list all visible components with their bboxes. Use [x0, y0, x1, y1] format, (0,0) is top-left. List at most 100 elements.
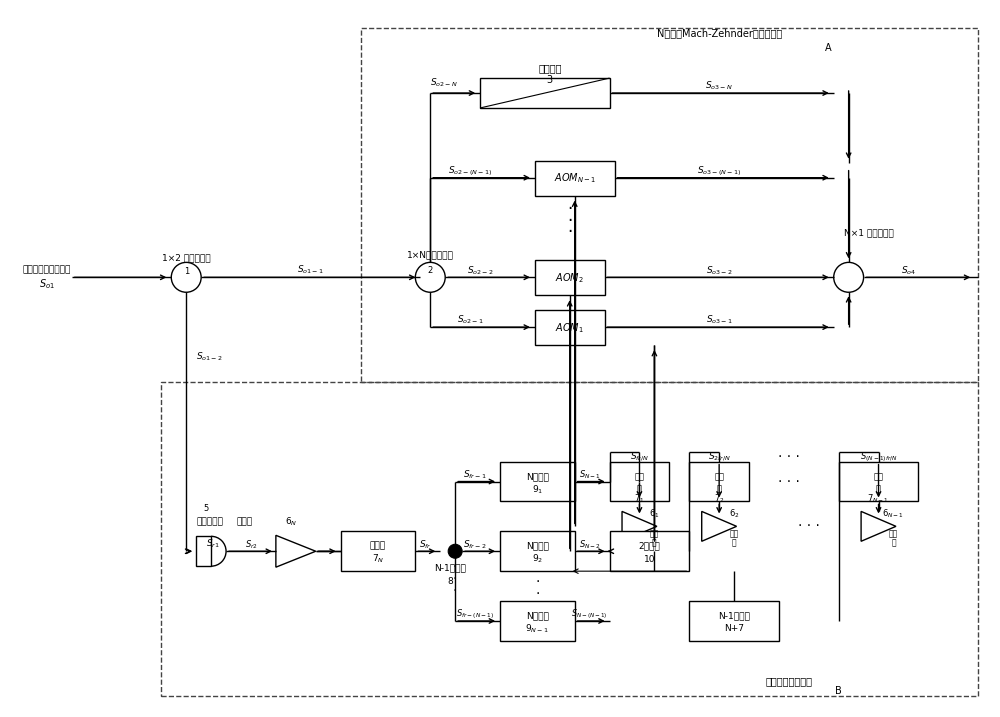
- Text: $AOM_{N-1}$: $AOM_{N-1}$: [554, 171, 596, 185]
- Text: ·: ·: [567, 199, 572, 217]
- Bar: [500, 462, 575, 501]
- Text: 器: 器: [891, 538, 896, 548]
- Text: 器: 器: [637, 484, 642, 493]
- Text: 器: 器: [652, 538, 657, 548]
- Polygon shape: [861, 511, 896, 541]
- Text: $S_{o2-(N-1)}$: $S_{o2-(N-1)}$: [448, 163, 492, 178]
- Text: 8: 8: [447, 576, 453, 586]
- Text: $S_{o2-1}$: $S_{o2-1}$: [457, 314, 484, 326]
- Text: ·: ·: [535, 575, 540, 589]
- Text: 1×N光纤耦合器: 1×N光纤耦合器: [407, 250, 454, 259]
- Text: 1×2 光纤耦合器: 1×2 光纤耦合器: [162, 253, 211, 262]
- Text: N×1 光纤耦合器: N×1 光纤耦合器: [844, 228, 893, 237]
- Text: $S_{fr-2}$: $S_{fr-2}$: [463, 538, 487, 551]
- Bar: [689, 601, 779, 641]
- Text: N+7: N+7: [724, 625, 744, 633]
- Text: $S_{o1-1}$: $S_{o1-1}$: [297, 263, 324, 275]
- Text: 5: 5: [204, 504, 209, 513]
- Text: $S_{o3-(N-1)}$: $S_{o3-(N-1)}$: [697, 163, 741, 178]
- Text: $S_{fr-1}$: $S_{fr-1}$: [463, 468, 487, 481]
- Bar: [480, 78, 610, 108]
- Text: 光学频率梳激光信号: 光学频率梳激光信号: [23, 265, 71, 274]
- Text: B: B: [835, 685, 842, 695]
- Bar: [361, 28, 978, 382]
- Text: $S_{o1-2}$: $S_{o1-2}$: [196, 351, 223, 364]
- Text: ·: ·: [567, 224, 572, 242]
- Text: $S_{(N-1)fr/N}$: $S_{(N-1)fr/N}$: [860, 450, 897, 463]
- Text: $S_{2fr/N}$: $S_{2fr/N}$: [708, 450, 731, 463]
- Bar: [500, 601, 575, 641]
- Text: $S_{fr}$: $S_{fr}$: [419, 538, 432, 551]
- Text: $S_{o4}$: $S_{o4}$: [901, 264, 916, 277]
- Text: 2倍频器: 2倍频器: [639, 542, 660, 551]
- Text: 器: 器: [876, 484, 881, 493]
- Text: 1: 1: [184, 267, 189, 276]
- Text: $S_{fr-(N-1)}$: $S_{fr-(N-1)}$: [456, 607, 494, 621]
- Text: A: A: [825, 43, 832, 53]
- Text: · · ·: · · ·: [798, 519, 820, 533]
- Text: $S_{N-(N-1)}$: $S_{N-(N-1)}$: [571, 607, 608, 621]
- Text: $6_1$: $6_1$: [649, 507, 660, 520]
- Text: 器: 器: [717, 484, 722, 493]
- Text: $S_{r1}$: $S_{r1}$: [206, 537, 220, 549]
- Text: $7_1$: $7_1$: [634, 492, 645, 505]
- Text: $S_{o2-2}$: $S_{o2-2}$: [467, 264, 493, 277]
- Text: $S_{o3-1}$: $S_{o3-1}$: [706, 314, 733, 326]
- Bar: [535, 310, 605, 345]
- Text: ·: ·: [453, 584, 457, 598]
- Bar: [535, 260, 605, 295]
- Circle shape: [448, 544, 462, 559]
- Text: $6_2$: $6_2$: [729, 507, 739, 520]
- Text: ·: ·: [453, 560, 457, 574]
- Circle shape: [171, 262, 201, 293]
- Text: N-1倍频器: N-1倍频器: [718, 612, 750, 620]
- Text: 2: 2: [428, 266, 433, 275]
- Text: $S_{fr/N}$: $S_{fr/N}$: [630, 450, 649, 463]
- Text: 放大: 放大: [729, 530, 739, 538]
- Text: 10: 10: [644, 555, 655, 564]
- Polygon shape: [702, 511, 737, 541]
- Text: 光衰减器: 光衰减器: [538, 63, 562, 73]
- Text: $S_{o3-2}$: $S_{o3-2}$: [706, 264, 733, 277]
- Text: $S_{r2}$: $S_{r2}$: [245, 538, 257, 551]
- Text: $S_{N-1}$: $S_{N-1}$: [579, 468, 601, 481]
- Text: 器: 器: [732, 538, 736, 548]
- Text: $S_{N-2}$: $S_{N-2}$: [579, 538, 601, 551]
- Text: $9_2$: $9_2$: [532, 553, 543, 566]
- Text: $9_1$: $9_1$: [532, 483, 543, 495]
- Text: 滤波: 滤波: [874, 472, 884, 481]
- Polygon shape: [622, 511, 657, 541]
- Text: $6_{N-1}$: $6_{N-1}$: [882, 507, 905, 520]
- Circle shape: [415, 262, 445, 293]
- Text: N分频器: N分频器: [526, 542, 549, 551]
- Bar: [689, 462, 749, 501]
- Text: · · ·: · · ·: [778, 450, 800, 464]
- Circle shape: [834, 262, 864, 293]
- Text: ·: ·: [567, 212, 572, 229]
- Text: 滤波: 滤波: [634, 472, 644, 481]
- Text: $S_{o1}$: $S_{o1}$: [39, 277, 55, 291]
- Bar: [610, 462, 669, 501]
- Text: $AOM_2$: $AOM_2$: [555, 271, 584, 285]
- Text: $7_N$: $7_N$: [372, 553, 384, 566]
- Text: N-1功分器: N-1功分器: [434, 564, 466, 573]
- Text: ·: ·: [453, 572, 457, 586]
- Text: 放大: 放大: [650, 530, 659, 538]
- Text: 放大器: 放大器: [236, 517, 252, 526]
- Text: $AOM_1$: $AOM_1$: [555, 320, 584, 335]
- Text: N分频器: N分频器: [526, 472, 549, 481]
- Bar: [161, 382, 978, 695]
- Text: 放大: 放大: [889, 530, 898, 538]
- Text: 滤波器: 滤波器: [370, 542, 386, 551]
- Text: $S_{o3-N}$: $S_{o3-N}$: [705, 80, 733, 92]
- Bar: [610, 531, 689, 571]
- Text: · · ·: · · ·: [778, 475, 800, 488]
- Text: $S_{o2-N}$: $S_{o2-N}$: [430, 77, 458, 90]
- Polygon shape: [276, 536, 316, 567]
- Text: 重复频率综合系统: 重复频率综合系统: [765, 675, 812, 685]
- Text: $7_2$: $7_2$: [714, 492, 724, 505]
- Bar: [196, 536, 211, 566]
- Text: 3: 3: [547, 75, 553, 85]
- Text: $9_{N-1}$: $9_{N-1}$: [525, 622, 549, 635]
- Bar: [341, 531, 415, 571]
